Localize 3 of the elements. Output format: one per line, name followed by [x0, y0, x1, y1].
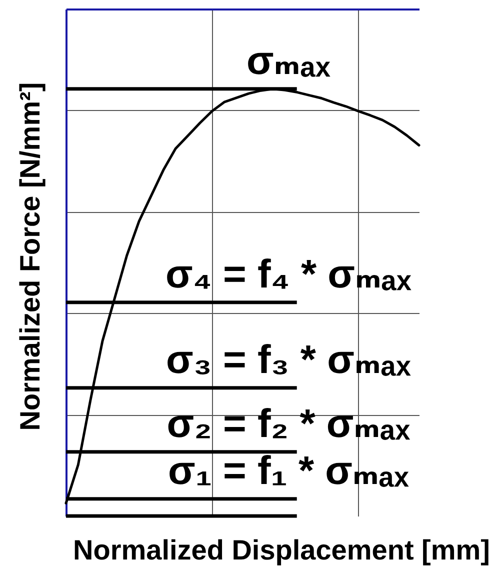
x-axis-title: Normalized Displacement [mm] [73, 534, 490, 566]
ref-line-label: σₘₐₓ [246, 38, 331, 83]
y-axis-title: Normalized Force [N/mm²] [14, 82, 46, 431]
